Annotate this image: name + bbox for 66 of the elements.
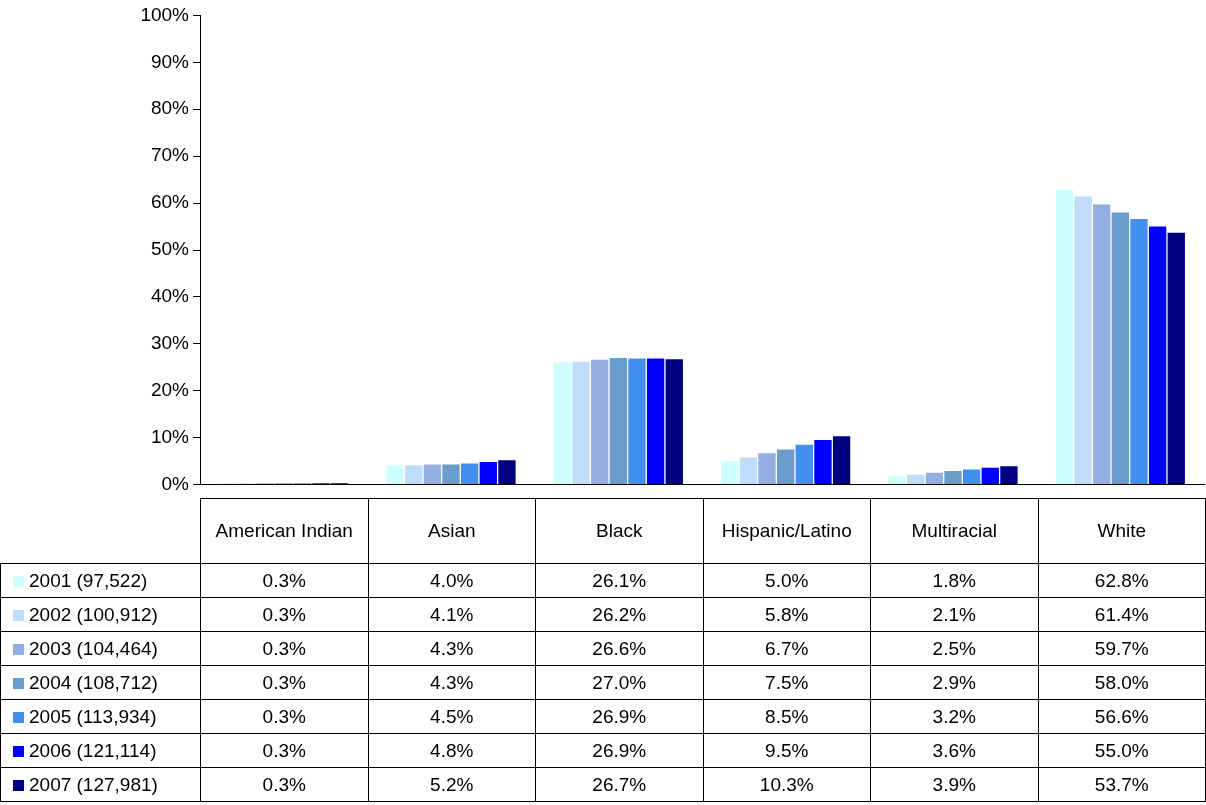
legend-label: 2005 (113,934): [0, 699, 201, 734]
data-label: 4.1%: [368, 597, 536, 632]
legend-label: 2002 (100,912): [0, 597, 201, 632]
data-label: 4.8%: [368, 733, 536, 768]
y-tick-label: 70%: [150, 144, 190, 166]
data-label: 26.1%: [535, 563, 703, 598]
data-label: 4.0%: [368, 563, 536, 598]
x-tick-label: Hispanic/Latino: [703, 498, 871, 564]
data-label: 26.7%: [535, 767, 703, 802]
data-label: 2.1%: [870, 597, 1038, 632]
data-label: 0.3%: [200, 563, 368, 598]
y-tick-label: 20%: [150, 378, 190, 400]
data-label: 26.9%: [535, 733, 703, 768]
data-label: 2.5%: [870, 631, 1038, 666]
data-label: 59.7%: [1038, 631, 1206, 666]
data-label: 56.6%: [1038, 699, 1206, 734]
data-label: 53.7%: [1038, 767, 1206, 802]
data-label: 3.2%: [870, 699, 1038, 734]
data-label: 58.0%: [1038, 665, 1206, 700]
y-tick-label: 90%: [150, 50, 190, 72]
legend-label: 2001 (97,522): [0, 563, 201, 598]
data-label: 10.3%: [703, 767, 871, 802]
x-tick-label: American Indian: [200, 498, 368, 564]
data-label: 5.2%: [368, 767, 536, 802]
x-tick-label: Multiracial: [870, 498, 1038, 564]
y-tick-label: 50%: [150, 238, 190, 260]
data-label: 0.3%: [200, 699, 368, 734]
x-tick-label: White: [1038, 498, 1206, 564]
y-tick-label: 60%: [150, 191, 190, 213]
legend-label: 2006 (121,114): [0, 733, 201, 768]
data-label: 62.8%: [1038, 563, 1206, 598]
data-label: 7.5%: [703, 665, 871, 700]
data-label: 0.3%: [200, 767, 368, 802]
data-label: 5.8%: [703, 597, 871, 632]
data-label: 61.4%: [1038, 597, 1206, 632]
legend-label: 2004 (108,712): [0, 665, 201, 700]
x-tick-label: Black: [535, 498, 703, 564]
data-label: 5.0%: [703, 563, 871, 598]
data-label: 1.8%: [870, 563, 1038, 598]
y-tick-label: 100%: [140, 3, 190, 25]
legend-label: 2003 (104,464): [0, 631, 201, 666]
legend-label: 2007 (127,981): [0, 767, 201, 802]
data-label: 4.3%: [368, 631, 536, 666]
data-label: 9.5%: [703, 733, 871, 768]
data-label: 2.9%: [870, 665, 1038, 700]
y-tick-label: 40%: [150, 285, 190, 307]
data-label: 8.5%: [703, 699, 871, 734]
x-tick-label: Asian: [368, 498, 536, 564]
data-label: 27.0%: [535, 665, 703, 700]
data-label: 3.6%: [870, 733, 1038, 768]
data-label: 26.6%: [535, 631, 703, 666]
y-tick-label: 0%: [161, 472, 190, 494]
data-label: 4.5%: [368, 699, 536, 734]
y-tick-label: 80%: [150, 97, 190, 119]
data-label: 0.3%: [200, 597, 368, 632]
data-label: 6.7%: [703, 631, 871, 666]
data-label: 26.9%: [535, 699, 703, 734]
data-label: 0.3%: [200, 631, 368, 666]
data-label: 55.0%: [1038, 733, 1206, 768]
y-tick-label: 10%: [150, 425, 190, 447]
data-label: 3.9%: [870, 767, 1038, 802]
y-tick-label: 30%: [150, 332, 190, 354]
data-label: 0.3%: [200, 665, 368, 700]
data-label: 0.3%: [200, 733, 368, 768]
data-label: 26.2%: [535, 597, 703, 632]
data-label: 4.3%: [368, 665, 536, 700]
